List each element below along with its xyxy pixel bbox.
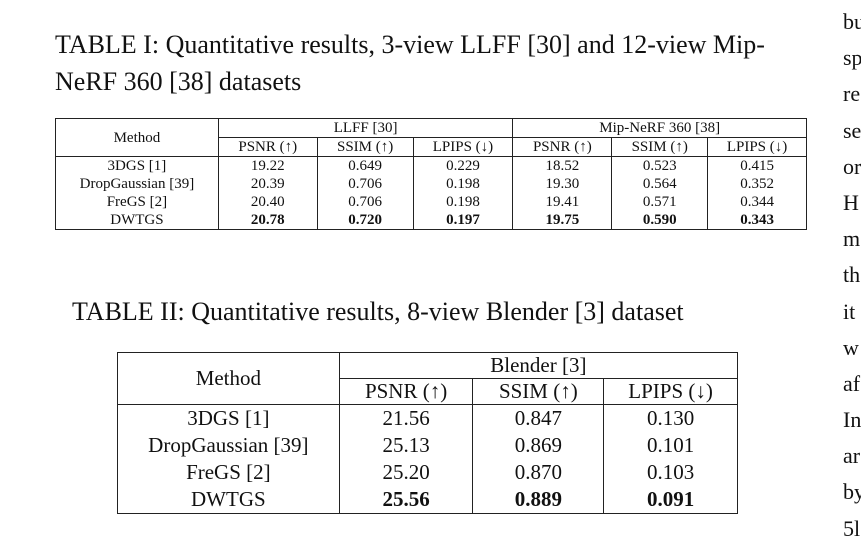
text-line: H [843,189,859,215]
metric-header: LPIPS (↓) [603,378,738,405]
value-cell: 0.344 [707,193,807,211]
value-cell: 0.847 [472,404,605,432]
header-row: Method Blender [3] [117,352,739,405]
value-cell: 0.523 [611,156,709,175]
method-cell: DWTGS [117,486,340,514]
results-table: Method Blender [3] PSNR (↑) SSIM (↑) LPIPS (… [117,352,739,514]
metric-header: PSNR (↑) [217,137,318,157]
method-cell: 3DGS [1] [55,156,219,175]
data-row: 3DGS [1] 19.22 0.649 0.229 18.52 0.523 0.415 [55,156,807,175]
value-cell: 0.198 [412,175,514,193]
value-cell: 0.352 [707,175,807,193]
value-cell: 19.75 [512,211,613,230]
value-cell: 0.590 [611,211,709,230]
header-row: PSNR (↑) SSIM (↑) LPIPS (↓) [118,378,738,405]
header-row: Method LLFF [30] Mip-NeRF 360 [38] [55,118,807,157]
text-line: m [843,226,861,252]
method-cell: 3DGS [1] [117,404,340,432]
header-cell: Method [55,118,219,157]
data-row: FreGS [2] 25.20 0.870 0.103 [117,459,738,486]
metric-header: SSIM (↑) [472,378,605,405]
value-cell: 0.198 [412,193,514,211]
value-cell: 25.56 [338,486,474,514]
text-line: ar [843,443,861,469]
value-cell: 0.706 [316,175,414,193]
value-cell: 20.78 [217,211,318,230]
value-cell: 0.706 [316,193,414,211]
text-line: or [843,153,861,179]
value-cell: 0.571 [611,193,709,211]
results-table: Method LLFF [30] Mip-NeRF 360 [38] PSNR (↑)… [55,118,807,230]
method-cell: DropGaussian [39] [55,175,219,193]
value-cell: 0.101 [603,432,738,459]
value-cell: 20.40 [217,193,318,211]
metric-header: LPIPS (↓) [707,137,807,157]
value-cell: 0.649 [316,156,414,175]
table-caption: TABLE II: Quantitative results, 8-view B… [72,297,684,326]
data-row: DWTGS 25.56 0.889 0.091 [117,486,738,514]
metric-header: PSNR (↑) [512,137,613,157]
value-cell: 0.197 [412,211,514,230]
header-cell: Method [117,352,340,405]
method-cell: DWTGS [55,211,219,230]
data-row: FreGS [2] 20.40 0.706 0.198 19.41 0.571 0.344 [55,193,807,211]
table-caption: TABLE I: Quantitative results, 3-view LL… [55,30,765,96]
value-cell: 0.720 [316,211,414,230]
group-header: LLFF [30] [217,118,514,138]
text-line: 5l [843,515,861,541]
value-cell: 0.869 [472,432,605,459]
value-cell: 0.130 [603,404,738,432]
value-cell: 0.343 [707,211,807,230]
data-row: DropGaussian [39] 20.39 0.706 0.198 19.30 0.5… [55,175,807,193]
text-line: se [843,117,861,143]
text-line: af [843,370,861,396]
value-cell: 0.103 [603,459,738,486]
value-cell: 0.091 [603,486,738,514]
value-cell: 0.564 [611,175,709,193]
text-line: re [843,81,861,107]
value-cell: 0.229 [412,156,514,175]
data-row: DWTGS 20.78 0.720 0.197 19.75 0.590 0.343 [55,211,807,230]
group-header: Blender [3] [338,352,739,379]
value-cell: 19.22 [217,156,318,175]
header-row: PSNR (↑) SSIM (↑) LPIPS (↓) PSNR (↑) SSIM (↑… [56,137,807,157]
text-line: In [843,407,861,433]
value-cell: 0.415 [707,156,807,175]
method-cell: FreGS [2] [55,193,219,211]
method-cell: FreGS [2] [117,459,340,486]
value-cell: 0.870 [472,459,605,486]
text-line: sp [843,45,861,71]
group-header: Mip-NeRF 360 [38] [512,118,807,138]
text-line: th [843,262,861,288]
value-cell: 0.889 [472,486,605,514]
data-row: 3DGS [1] 21.56 0.847 0.130 [117,404,738,432]
metric-header: SSIM (↑) [611,137,709,157]
value-cell: 18.52 [512,156,613,175]
value-cell: 21.56 [338,404,474,432]
value-cell: 19.30 [512,175,613,193]
text-line: bu [843,9,861,34]
text-line: it [843,298,856,324]
value-cell: 20.39 [217,175,318,193]
value-cell: 19.41 [512,193,613,211]
value-cell: 25.20 [338,459,474,486]
metric-header: PSNR (↑) [338,378,474,405]
text-line: w [843,334,859,360]
metric-header: SSIM (↑) [316,137,414,157]
data-row: DropGaussian [39] 25.13 0.869 0.101 [117,432,738,459]
metric-header: LPIPS (↓) [412,137,514,157]
text-line: by [843,479,861,505]
value-cell: 25.13 [338,432,474,459]
method-cell: DropGaussian [39] [117,432,340,459]
